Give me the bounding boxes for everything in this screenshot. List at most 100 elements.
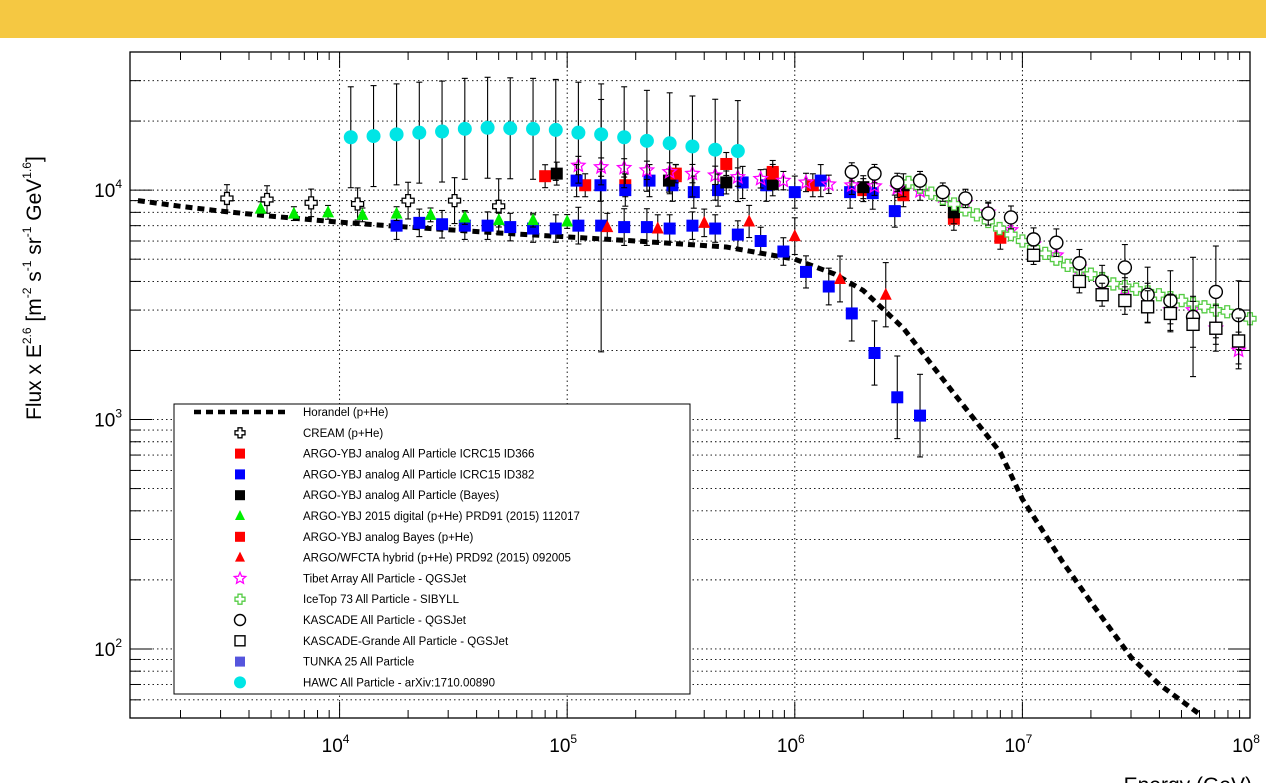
data-point (640, 221, 653, 234)
data-point (457, 121, 472, 136)
data-point (260, 192, 274, 207)
data-point (992, 221, 1007, 236)
legend: Horandel (p+He) CREAM (p+He) ARGO-YBJ anal… (173, 403, 691, 695)
legend-marker (234, 593, 246, 605)
data-point (413, 216, 426, 229)
data-point (799, 265, 812, 278)
data-point (601, 220, 614, 233)
legend-marker (234, 635, 246, 647)
data-point (867, 166, 882, 181)
x-tick-label: 107 (1004, 732, 1032, 757)
legend-marker (235, 551, 245, 562)
data-point (304, 196, 318, 210)
series-5 (254, 201, 574, 229)
data-point (526, 121, 541, 136)
data-point (1208, 284, 1224, 300)
data-point (492, 199, 506, 213)
data-point (548, 122, 563, 137)
data-point (1118, 293, 1132, 308)
data-point (752, 170, 769, 186)
data-point (619, 184, 632, 197)
data-point (834, 271, 847, 284)
data-point (868, 346, 881, 359)
data-point (617, 130, 632, 145)
legend-label: KASCADE-Grande All Particle - QGSJet (303, 636, 509, 648)
data-point (389, 127, 404, 142)
data-point (708, 142, 723, 157)
model-curve-horandel (137, 198, 1201, 717)
legend-marker (233, 613, 247, 627)
data-point (891, 391, 904, 404)
data-point (820, 175, 838, 192)
data-point (720, 176, 733, 189)
data-point (890, 175, 905, 190)
data-point (1095, 288, 1109, 302)
legend-label: Horandel (p+He) (303, 407, 389, 419)
tick-labels: 104 105 106 107 108 102 103 104 (94, 177, 1260, 757)
data-point (561, 214, 574, 227)
data-point (366, 129, 381, 144)
data-point (698, 215, 711, 228)
legend-marker (235, 469, 245, 480)
data-point (481, 219, 494, 232)
data-point (947, 197, 961, 211)
data-point (549, 222, 562, 235)
legend-marker (235, 448, 245, 459)
data-point (686, 219, 699, 232)
data-point (857, 181, 870, 194)
data-point (844, 186, 857, 199)
legend-label: TUNKA 25 All Particle (303, 657, 414, 669)
data-point (435, 124, 450, 139)
plot-frame (129, 51, 1251, 719)
y-axis-title: Flux x E2.6 [m-2 s-1 sr-1 GeV1.6] (20, 156, 46, 420)
data-point (844, 164, 859, 180)
data-point (1060, 258, 1075, 272)
legend-label: ARGO-YBJ analog All Particle ICRC15 ID38… (303, 469, 534, 481)
legend-label: ARGO-YBJ 2015 digital (p+He) PRD91 (2015… (303, 511, 580, 523)
data-point (287, 206, 300, 219)
x-tick-label: 108 (1232, 732, 1260, 757)
x-tick-label: 104 (322, 732, 350, 757)
data-point (1117, 260, 1133, 275)
data-point (618, 221, 631, 234)
data-point (843, 176, 860, 193)
series-7 (601, 204, 892, 328)
data-point (685, 139, 700, 154)
data-point (663, 222, 676, 235)
data-point (424, 207, 437, 220)
data-point (1163, 306, 1178, 321)
data-point (356, 207, 369, 220)
legend-label: KASCADE All Particle - QGSJet (303, 615, 467, 627)
legend-label: ARGO/WFCTA hybrid (p+He) PRD92 (2015) 09… (303, 553, 571, 565)
data-point (775, 171, 792, 188)
data-point (935, 184, 951, 200)
data-point (766, 178, 779, 191)
legend-label: CREAM (p+He) (303, 428, 383, 440)
data-point (1106, 277, 1121, 291)
legend-label: Tibet Array All Particle - QGSJet (303, 573, 467, 585)
data-point (743, 214, 756, 227)
data-point (1003, 210, 1019, 225)
y-tick-label: 104 (94, 177, 122, 202)
data-point (220, 191, 234, 206)
data-point (1129, 282, 1143, 296)
data-point (1140, 300, 1155, 314)
data-point (571, 125, 586, 140)
data-point (350, 197, 365, 211)
data-point (866, 177, 883, 194)
top-banner (0, 0, 1266, 38)
data-point (687, 186, 700, 199)
data-point (503, 121, 518, 136)
data-point (720, 157, 733, 170)
data-point (390, 219, 403, 232)
data-point (879, 287, 892, 300)
data-point (1072, 256, 1087, 271)
data-point (401, 193, 415, 208)
data-point (888, 205, 901, 218)
data-point (1015, 234, 1030, 248)
data-point (1197, 300, 1212, 314)
data-point (731, 228, 744, 241)
data-point (527, 222, 540, 235)
data-point (822, 280, 835, 293)
data-point (766, 167, 779, 180)
